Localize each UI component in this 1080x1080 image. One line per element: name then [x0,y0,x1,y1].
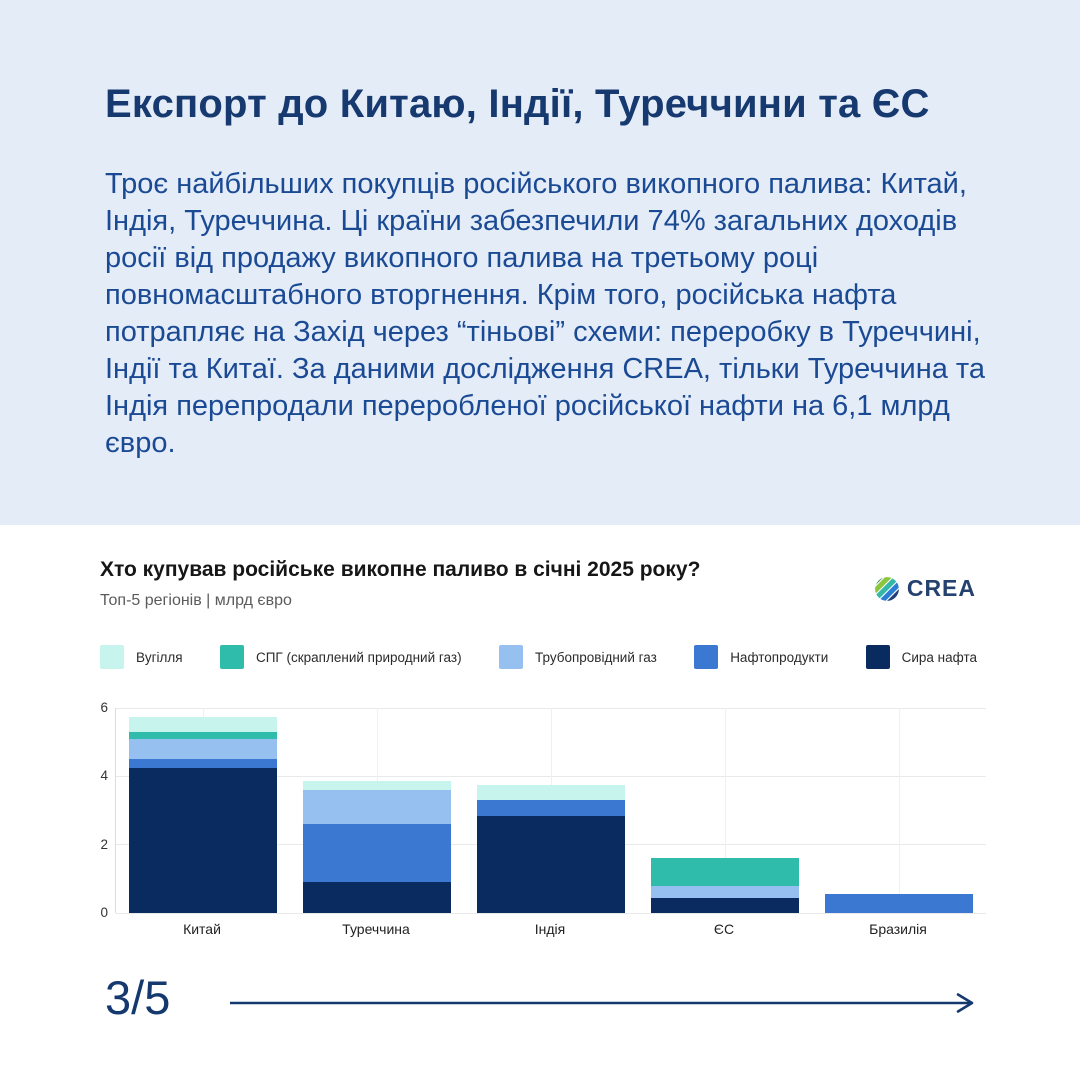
y-tick-label: 0 [100,905,108,920]
x-axis: Китай Туреччина Індія ЄС Бразилія [115,921,985,941]
legend-label: Нафтопродукти [730,649,829,665]
bar-segment [651,885,799,898]
legend-swatch [219,645,244,669]
chart-title: Хто купував російське викопне паливо в с… [100,558,701,581]
hero-section: Експорт до Китаю, Індії, Туреччини та ЄС… [0,0,1080,525]
legend-item: СПГ (скраплений природний газ) [219,645,462,669]
y-tick-label: 6 [100,700,108,715]
bar-segment [477,815,625,913]
bar-segment [303,824,451,883]
page-indicator: 3/5 [105,971,171,1024]
y-tick-label: 4 [100,768,108,784]
x-axis-label: Індія [534,921,566,937]
legend-label: Вугілля [136,649,183,665]
bar-segment [303,790,451,825]
bar-segment [303,781,451,790]
gridline-horizontal [116,912,986,914]
bar-segment [477,800,625,816]
intro-paragraph: Троє найбільших покупців російського вик… [105,168,985,459]
x-axis-label: Китай [183,921,221,937]
legend-label: Трубопровідний газ [534,649,657,665]
crea-logo-text: CREA [906,575,976,601]
legend-swatch [100,645,124,669]
y-axis: 0 2 4 6 [0,700,108,920]
bar-segment [303,882,451,913]
x-axis-label: Туреччина [342,921,410,937]
bar-segment [651,858,799,886]
legend-item: Сира нафта [865,645,977,669]
footer: 3/5 [0,973,1080,1080]
bar-segment [825,894,973,913]
gridline-vertical [898,708,900,913]
bar-segment [651,897,799,913]
gridline-vertical [724,708,726,913]
legend-swatch [865,645,890,669]
crea-striped-globe-icon [873,575,900,602]
chart-subtitle: Топ-5 регіонів | млрд євро [100,592,292,609]
crea-logo: CREA [873,575,976,602]
x-axis-label: Бразилія [869,921,927,937]
legend-label: Сира нафта [901,649,977,665]
legend-item: Нафтопродукти [694,645,828,669]
bar-segment [129,759,277,768]
legend-item: Вугілля [100,645,183,669]
bar-segment [129,716,277,732]
legend-swatch [498,645,523,669]
y-tick-label: 2 [100,836,108,852]
chart-legend: Вугілля СПГ (скраплений природний газ) Тру… [100,645,977,669]
chart-section: Хто купував російське викопне паливо в с… [0,525,1080,995]
bar-segment [477,784,625,801]
arrow-right-icon[interactable] [228,990,976,1016]
x-axis-label: ЄС [713,921,735,937]
legend-label: СПГ (скраплений природний газ) [255,649,462,665]
bar-segment [129,767,277,913]
legend-swatch [694,645,719,669]
bar-segment [129,731,277,739]
bar-segment [129,738,277,760]
chart-plot [115,707,986,914]
page-title: Експорт до Китаю, Індії, Туреччини та ЄС [105,82,930,126]
legend-item: Трубопровідний газ [498,645,657,669]
